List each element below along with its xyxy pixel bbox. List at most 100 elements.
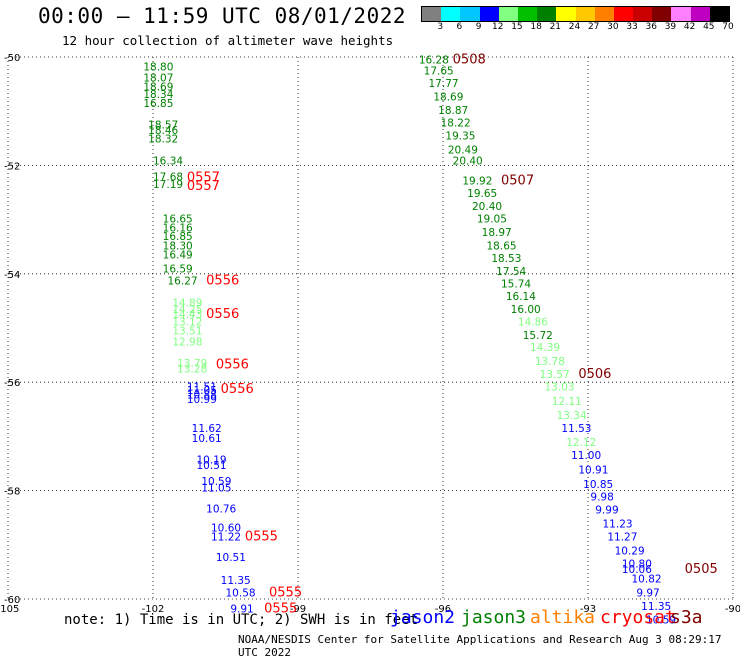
data-label: 11.62 — [192, 423, 222, 435]
data-label: 18.32 — [148, 134, 178, 146]
data-label: 9.99 — [595, 504, 618, 516]
time-label: 0555 — [264, 602, 297, 617]
colorbar-label: 39 — [664, 22, 677, 32]
colorbar-label: 45 — [703, 22, 715, 32]
data-label: 11.05 — [201, 483, 231, 495]
colorbar-swatch — [633, 7, 653, 21]
data-label: 11.22 — [211, 531, 241, 543]
data-label: 13.78 — [535, 356, 565, 368]
data-label: 18.30 — [163, 240, 193, 252]
data-label: 14.43 — [172, 309, 202, 321]
data-label: 16.49 — [163, 250, 193, 262]
chart-subtitle: 12 hour collection of altimeter wave hei… — [62, 33, 394, 48]
data-label: 11.23 — [603, 518, 633, 530]
data-label: 10.58 — [226, 587, 256, 599]
data-label: 13.57 — [540, 369, 570, 381]
data-label: 11.53 — [561, 423, 591, 435]
data-label: 10.06 — [622, 564, 652, 576]
data-label: 10.60 — [211, 522, 241, 534]
data-label: 18.69 — [143, 82, 173, 94]
colorbar-label: 3 — [437, 22, 444, 32]
data-label: 10.88 — [187, 389, 217, 401]
data-label: 14.39 — [530, 342, 560, 354]
data-label: 16.16 — [163, 223, 193, 235]
colorbar-swatch — [690, 7, 710, 21]
data-label: 19.05 — [477, 213, 507, 225]
colorbar-swatch — [652, 7, 672, 21]
data-label: 15.74 — [501, 278, 531, 290]
data-label: 13.34 — [557, 410, 587, 422]
data-label: 10.99 — [187, 394, 217, 406]
data-label: 16.27 — [168, 276, 198, 288]
data-label: 13.51 — [172, 326, 202, 338]
data-label: 10.91 — [578, 464, 608, 476]
y-tick-label: -58 — [4, 487, 20, 498]
data-label: 10.80 — [622, 559, 652, 571]
data-label: 10.51 — [216, 552, 246, 564]
data-label: 18.53 — [491, 253, 521, 265]
colorbar-label: 30 — [607, 22, 619, 32]
data-label: 19.92 — [462, 175, 492, 187]
data-label: 14.86 — [518, 316, 548, 328]
data-label: 18.65 — [487, 240, 517, 252]
footnote: note: 1) Time is in UTC; 2) SWH is in fe… — [64, 612, 419, 628]
colorbar-label: 36 — [645, 22, 657, 32]
data-label: 15.72 — [523, 330, 553, 342]
colorbar-swatch — [441, 7, 461, 21]
data-label: 9.91 — [230, 604, 253, 616]
colorbar-swatch — [709, 7, 729, 21]
data-label: 18.46 — [148, 125, 178, 137]
data-label: 11.27 — [607, 531, 637, 543]
colorbar-swatch — [422, 7, 442, 21]
colorbar-swatch — [575, 7, 595, 21]
time-label: 0556 — [221, 382, 254, 397]
colorbar-swatch — [537, 7, 557, 21]
credit-line: NOAA/NESDIS Center for Satellite Applica… — [238, 633, 722, 659]
data-label: 16.65 — [163, 213, 193, 225]
colorbar-label: 27 — [587, 22, 600, 32]
x-tick-label: -90 — [725, 604, 740, 615]
data-label: 20.40 — [472, 201, 502, 213]
data-label: 18.34 — [143, 89, 173, 101]
x-tick-label: -102 — [142, 604, 165, 615]
data-label: 16.00 — [511, 304, 541, 316]
colorbar-label: 42 — [683, 22, 696, 32]
data-label: 11.05 — [187, 385, 217, 397]
y-tick-label: -50 — [4, 53, 20, 64]
colorbar-label: 6 — [456, 22, 463, 32]
y-tick-label: -60 — [4, 595, 20, 606]
data-label: 10.82 — [632, 574, 662, 586]
data-label: 16.28 — [419, 55, 449, 67]
data-label: 19.65 — [467, 188, 497, 200]
time-label: 0555 — [245, 529, 278, 544]
data-label: 9.97 — [636, 587, 659, 599]
data-label: 14.89 — [172, 297, 202, 309]
data-label: 18.97 — [482, 227, 512, 239]
colorbar-label: 9 — [475, 22, 482, 32]
legend-item-cryosat: cryosat — [600, 607, 676, 628]
data-label: 10.61 — [192, 433, 222, 445]
colorbar-swatch — [594, 7, 614, 21]
colorbar-label: 70 — [722, 22, 734, 32]
time-label: 0556 — [216, 358, 249, 373]
x-tick-label: -93 — [580, 604, 596, 615]
legend-item-jason2: jason2 — [390, 607, 456, 628]
data-label: 17.54 — [496, 266, 526, 278]
data-label: 12.98 — [172, 336, 202, 348]
data-label: 18.57 — [148, 120, 178, 132]
chart-title: 00:00 – 11:59 UTC 08/01/2022 — [38, 4, 407, 28]
data-label: 14.25 — [172, 304, 202, 316]
data-label: 11.00 — [571, 450, 601, 462]
data-label: 16.59 — [163, 264, 193, 276]
data-label: 10.51 — [197, 460, 227, 472]
data-label: 17.65 — [424, 65, 454, 77]
data-label: 16.14 — [506, 291, 536, 303]
legend-item-altika: altika — [530, 607, 596, 628]
legend-item-jason3: jason3 — [461, 607, 527, 628]
colorbar-label: 18 — [530, 22, 542, 32]
data-label: 10.85 — [583, 479, 613, 491]
data-label: 17.19 — [153, 179, 183, 191]
time-label: 0557 — [187, 179, 220, 194]
